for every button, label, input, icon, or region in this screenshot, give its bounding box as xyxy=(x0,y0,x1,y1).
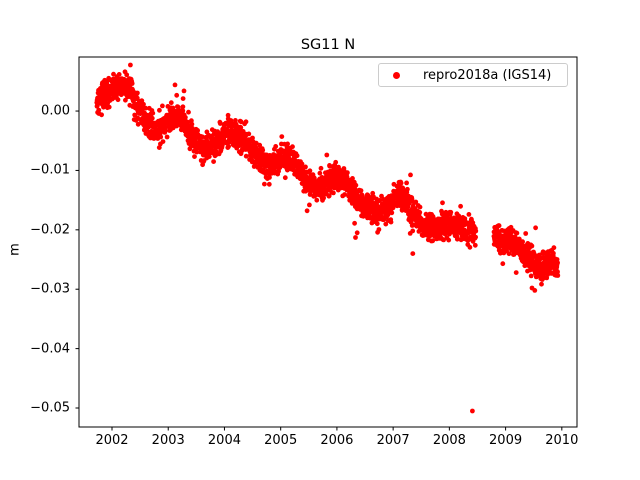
scatter-series xyxy=(94,62,561,414)
x-tick-label: 2003 xyxy=(151,433,185,448)
outlier-point xyxy=(354,230,360,236)
outlier-point xyxy=(410,251,416,256)
outlier-point xyxy=(353,235,358,240)
x-tick-label: 2006 xyxy=(320,433,354,448)
y-tick-label: −0.05 xyxy=(30,400,70,416)
x-tick-label: 2007 xyxy=(376,433,410,448)
x-tick-label: 2008 xyxy=(432,433,466,448)
y-tick-label: −0.04 xyxy=(30,341,70,357)
outlier-point xyxy=(532,288,538,293)
outlier-point xyxy=(304,208,310,214)
legend-marker-icon xyxy=(393,71,400,79)
outlier-point xyxy=(181,88,187,94)
legend-label: repro2018a (IGS14) xyxy=(423,67,552,83)
y-tick-label: 0.00 xyxy=(41,103,70,119)
x-tick-label: 2010 xyxy=(545,433,579,448)
outlier-point xyxy=(324,152,330,158)
axes-border xyxy=(78,56,578,428)
outlier-point xyxy=(279,134,285,140)
outlier-point xyxy=(307,202,312,208)
y-tick-label: −0.01 xyxy=(30,162,70,178)
x-tick-label: 2005 xyxy=(264,433,298,448)
x-tick-label: 2009 xyxy=(489,433,523,448)
x-tick-label: 2002 xyxy=(95,433,129,448)
x-tick-label: 2004 xyxy=(207,433,241,448)
chart-title: SG11 N xyxy=(300,37,356,53)
y-tick-label: −0.03 xyxy=(30,281,70,297)
legend: repro2018a (IGS14) xyxy=(378,63,568,87)
outlier-point xyxy=(470,408,475,414)
outlier-point xyxy=(172,82,178,88)
y-tick-label: −0.02 xyxy=(30,222,70,238)
outlier-point xyxy=(404,180,409,186)
